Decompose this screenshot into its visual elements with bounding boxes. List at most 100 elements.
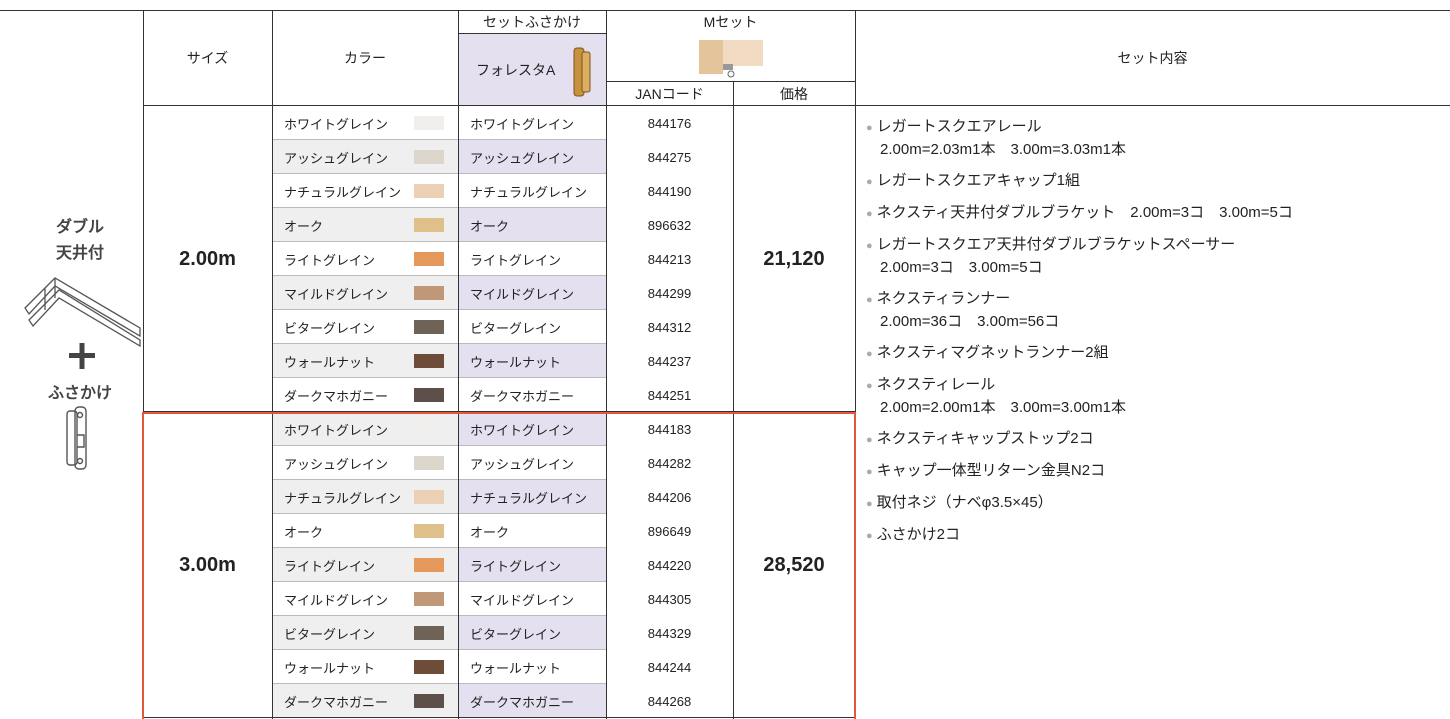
fusakake-name: オーク [470, 524, 510, 540]
jan-code: 844190 [647, 183, 692, 199]
color-swatch [414, 456, 444, 470]
color-name: マイルドグレイン [284, 592, 389, 608]
bullet: ● [866, 122, 873, 134]
color-name: ナチュラルグレイン [284, 184, 402, 200]
row-rule [272, 173, 606, 174]
column-rule [143, 10, 144, 719]
color-name: オーク [284, 218, 324, 234]
jan-code: 844237 [647, 353, 692, 369]
fusakake-name: マイルドグレイン [470, 286, 575, 302]
fusakake-name: アッシュグレイン [470, 150, 575, 166]
color-name: ウォールナット [284, 354, 376, 370]
color-name: ナチュラルグレイン [284, 490, 402, 506]
contents-line: ● ネクスティランナー [866, 288, 1446, 311]
jan-code: 844220 [647, 557, 692, 573]
contents-item: ● ネクスティレール 2.00m=2.00m1本 3.00m=3.00m1本 [866, 374, 1446, 419]
row-rule [143, 411, 855, 412]
color-swatch [414, 354, 444, 368]
fusakake-name: ナチュラルグレイン [470, 184, 588, 200]
side-label: ふさかけ [47, 385, 112, 402]
color-name: オーク [284, 524, 324, 540]
fusakake-name: ビターグレイン [470, 626, 562, 642]
color-swatch [414, 388, 444, 402]
item-text: ネクスティレール [876, 376, 996, 393]
bullet: ● [866, 530, 873, 542]
color-swatch [414, 558, 444, 572]
item-text: ネクスティキャップストップ2コ [876, 430, 1094, 447]
contents-line: ● 取付ネジ（ナベφ3.5×45） [866, 492, 1446, 515]
contents-item: ● レガートスクエア天井付ダブルブラケットスペーサー 2.00m=3コ 3.00m=… [866, 234, 1446, 279]
row-rule [272, 275, 606, 276]
size-cell: 3.00m [179, 553, 236, 576]
contents-item: ● ネクスティキャップストップ2コ [866, 428, 1446, 451]
color-swatch [414, 184, 444, 198]
color-name: ダークマホガニー [284, 694, 389, 710]
plus-icon [69, 343, 95, 369]
color-swatch [414, 694, 444, 708]
color-swatch [414, 626, 444, 640]
contents-list: ● レガートスクエアレール 2.00m=2.03m1本 3.00m=3.03m1本 ●… [866, 116, 1446, 556]
row-shade [458, 276, 606, 310]
color-swatch [414, 320, 444, 334]
item-text: 取付ネジ（ナベφ3.5×45） [876, 494, 1053, 511]
header-price: 価格 [780, 85, 808, 102]
contents-item: ● キャップ一体型リターン金具N2コ [866, 460, 1446, 483]
rule [458, 33, 606, 34]
color-name: ホワイトグレイン [284, 116, 389, 132]
bullet: ● [866, 208, 873, 220]
fusakake-name: ウォールナット [470, 660, 562, 676]
contents-item: ● ネクスティランナー 2.00m=36コ 3.00m=56コ [866, 288, 1446, 333]
size-cell: 2.00m [179, 247, 236, 270]
side-label: ダブル [55, 219, 104, 236]
item-text: レガートスクエアキャップ1組 [876, 172, 1080, 189]
jan-code: 844206 [647, 489, 692, 505]
color-name: マイルドグレイン [284, 286, 389, 302]
color-swatch [414, 252, 444, 266]
header-m-set: Mセット [703, 14, 758, 30]
color-swatch [414, 660, 444, 674]
jan-code: 844244 [647, 659, 692, 675]
contents-line: ● ネクスティキャップストップ2コ [866, 428, 1446, 451]
row-shade [458, 208, 606, 242]
price-cell: 28,520 [763, 553, 825, 576]
header-jan: JANコード [635, 85, 704, 102]
row-shade [458, 412, 606, 446]
contents-line: ● レガートスクエア天井付ダブルブラケットスペーサー [866, 234, 1446, 257]
fusakake-name: ダークマホガニー [470, 694, 575, 710]
color-name: ビターグレイン [284, 626, 376, 642]
fusakake-name: オーク [470, 218, 510, 234]
color-swatch [414, 524, 444, 538]
row-shade [458, 140, 606, 174]
color-swatch [414, 218, 444, 232]
color-name: ホワイトグレイン [284, 422, 389, 438]
jan-code: 896649 [647, 523, 692, 539]
bullet: ● [866, 466, 873, 478]
row-rule [272, 683, 606, 684]
bullet: ● [866, 434, 873, 446]
jan-code: 844251 [647, 387, 692, 403]
jan-code: 844213 [647, 251, 692, 267]
contents-item: ● 取付ネジ（ナベφ3.5×45） [866, 492, 1446, 515]
item-text: ネクスティマグネットランナー2組 [876, 344, 1109, 361]
color-name: ライトグレイン [284, 558, 376, 574]
row-rule [272, 139, 606, 140]
bullet: ● [866, 348, 873, 360]
color-name: ダークマホガニー [284, 388, 389, 404]
item-detail: 2.00m=36コ 3.00m=56コ [880, 313, 1060, 330]
fusakake-name: ナチュラルグレイン [470, 490, 588, 506]
row-shade [458, 480, 606, 514]
item-text: ネクスティランナー [876, 290, 1011, 307]
item-text: ふさかけ2コ [876, 526, 960, 543]
item-detail: 2.00m=2.03m1本 3.00m=3.03m1本 [880, 141, 1126, 158]
fusakake-name: ホワイトグレイン [470, 422, 575, 438]
item-text: ネクスティ天井付ダブルブラケット 2.00m=3コ 3.00m=5コ [876, 204, 1293, 221]
contents-line: ● レガートスクエアレール [866, 116, 1446, 139]
contents-item: ● ふさかけ2コ [866, 524, 1446, 547]
row-shade [458, 616, 606, 650]
contents-line: ● ネクスティマグネットランナー2組 [866, 342, 1446, 365]
jan-code: 844183 [647, 421, 692, 437]
row-rule [272, 581, 606, 582]
contents-line: ● キャップ一体型リターン金具N2コ [866, 460, 1446, 483]
row-rule [272, 377, 606, 378]
